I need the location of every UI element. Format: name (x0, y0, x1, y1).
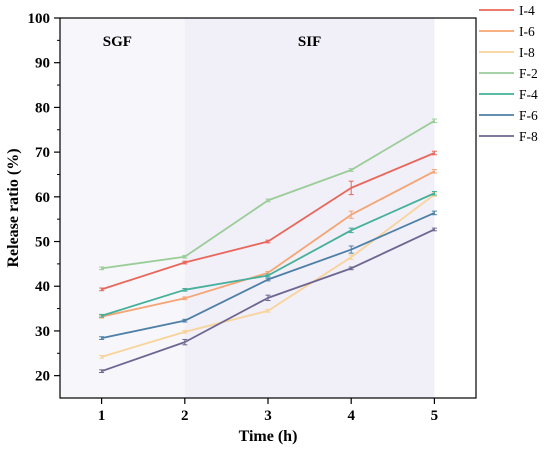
series-f-4 (99, 190, 437, 318)
y-axis-ticks: 20 30 40 50 60 70 80 90 100 (28, 11, 60, 385)
x-tick-label: 5 (431, 408, 439, 424)
x-tick-label: 3 (264, 408, 272, 424)
phase-regions: SGF SIF (60, 18, 435, 398)
region-sif (184, 18, 435, 398)
y-tick-label: 50 (35, 235, 50, 251)
legend-background (477, 2, 547, 155)
legend-label-i-4: I-4 (519, 3, 535, 18)
legend-label-i-8: I-8 (519, 45, 535, 60)
series-f-6 (99, 210, 437, 340)
region-label-sgf: SGF (103, 34, 132, 50)
legend-label-f-4: F-4 (519, 87, 538, 102)
series-f-2 (99, 118, 437, 271)
series-i-4 (99, 150, 437, 292)
y-tick-label: 70 (35, 145, 50, 161)
x-axis-title: Time (h) (239, 428, 298, 445)
y-tick-label: 60 (35, 190, 50, 206)
legend-label-f-6: F-6 (519, 108, 538, 123)
legend: I-4 I-6 I-8 F-2 F-4 F-6 F-8 (477, 2, 547, 155)
series-i-8 (99, 192, 437, 359)
x-tick-label: 1 (98, 408, 106, 424)
series-f-8 (99, 227, 437, 374)
x-tick-label: 4 (347, 408, 355, 424)
x-tick-label: 2 (181, 408, 189, 424)
series-lines (99, 118, 437, 374)
y-axis-title: Release ratio (%) (5, 148, 22, 267)
legend-label-f-2: F-2 (519, 66, 538, 81)
y-tick-label: 90 (35, 56, 50, 72)
region-sgf (60, 18, 185, 398)
series-i-6 (99, 169, 437, 319)
x-axis-ticks: 1 2 3 4 5 (98, 398, 438, 424)
y-tick-label: 80 (35, 100, 50, 116)
region-label-sif: SIF (298, 34, 321, 50)
legend-label-i-6: I-6 (519, 24, 535, 39)
y-tick-label: 100 (28, 11, 51, 27)
y-tick-label: 30 (35, 324, 50, 340)
y-tick-label: 20 (35, 369, 50, 385)
y-tick-label: 40 (35, 279, 50, 295)
legend-label-f-8: F-8 (519, 129, 538, 144)
